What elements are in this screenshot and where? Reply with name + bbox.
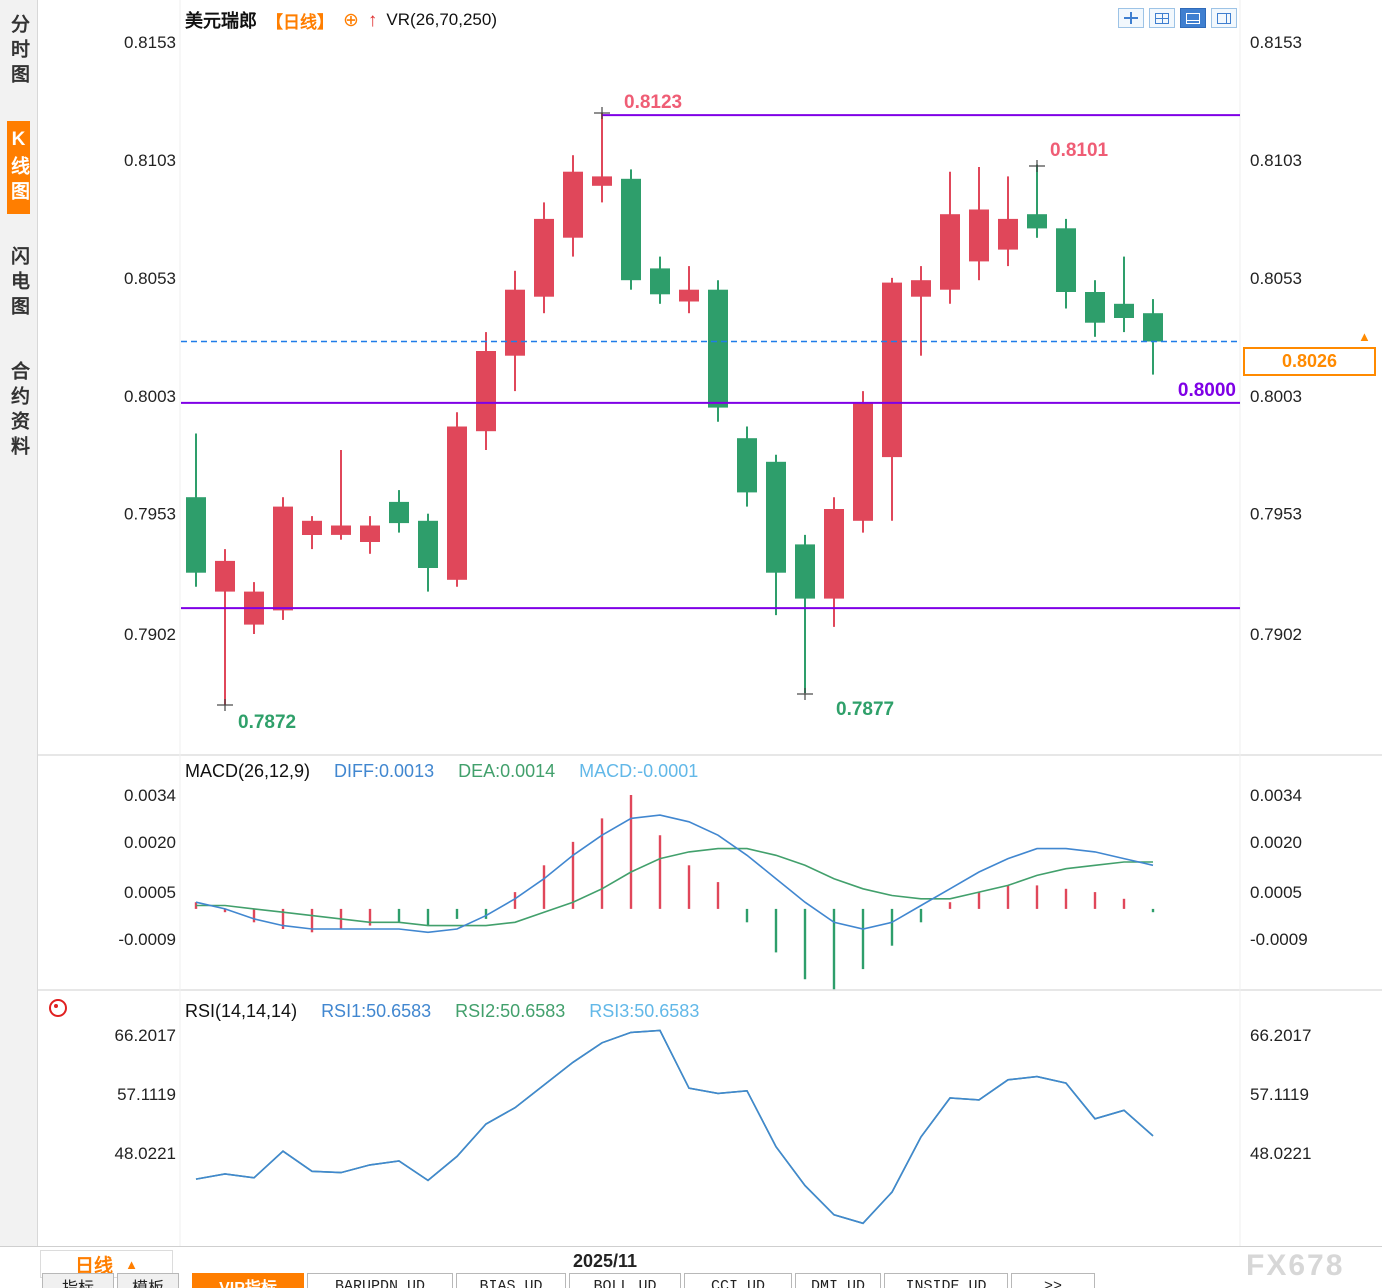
bottom-bar: 日线 ▲ 2025/11 FX678 指标 模板 VIP指标 BARUPDN_U… bbox=[0, 1246, 1382, 1288]
svg-text:48.0221: 48.0221 bbox=[115, 1144, 176, 1163]
symbol-name: 美元瑞郎 bbox=[185, 11, 257, 31]
svg-text:0.8153: 0.8153 bbox=[1250, 33, 1302, 52]
tab-templates[interactable]: 模板 bbox=[117, 1273, 179, 1288]
rsi-panel bbox=[195, 1029, 1154, 1225]
tab-cci-ud[interactable]: CCI_UD bbox=[684, 1273, 792, 1288]
rsi-header: RSI(14,14,14) RSI1:50.6583 RSI2:50.6583 … bbox=[185, 1001, 699, 1022]
svg-text:0.8101: 0.8101 bbox=[1050, 140, 1109, 161]
svg-text:0.8103: 0.8103 bbox=[124, 151, 176, 170]
rsi1-value: RSI1:50.6583 bbox=[321, 1001, 432, 1021]
active-chart-layout-icon[interactable] bbox=[1180, 8, 1206, 28]
price-levels bbox=[181, 114, 1240, 610]
tab-bias-ud[interactable]: BIAS_UD bbox=[456, 1273, 566, 1288]
grid-glyph bbox=[1155, 12, 1169, 24]
layout-toolbar bbox=[1118, 8, 1237, 28]
tab-vip-indicators[interactable]: VIP指标 bbox=[192, 1273, 304, 1288]
price-annotations: 0.8123 0.8101 0.7872 0.7877 0.8000 bbox=[217, 92, 1236, 733]
tab-more[interactable]: >> bbox=[1011, 1273, 1095, 1288]
svg-text:66.2017: 66.2017 bbox=[115, 1026, 176, 1045]
svg-text:0.7877: 0.7877 bbox=[836, 699, 894, 720]
rsi-title: RSI(14,14,14) bbox=[185, 1001, 298, 1021]
svg-text:-0.0009: -0.0009 bbox=[1250, 930, 1308, 949]
tab-indicators[interactable]: 指标 bbox=[42, 1273, 114, 1288]
svg-text:57.1119: 57.1119 bbox=[1250, 1085, 1309, 1104]
svg-text:0.7902: 0.7902 bbox=[124, 625, 176, 644]
tab-dmi-ud[interactable]: DMI_UD bbox=[795, 1273, 881, 1288]
svg-text:0.8123: 0.8123 bbox=[624, 92, 682, 113]
rsi3-value: RSI3:50.6583 bbox=[589, 1001, 700, 1021]
period-dropdown-label: 日线 bbox=[75, 1255, 114, 1277]
current-price-badge: 0.8026 bbox=[1243, 347, 1376, 376]
chart-header: 美元瑞郎 【日线】 ⊕ ↑ VR(26,70,250) bbox=[185, 7, 497, 33]
watermark: FX678 bbox=[1246, 1249, 1345, 1282]
macd-hist-value: MACD:-0.0001 bbox=[579, 761, 699, 781]
svg-text:0.8000: 0.8000 bbox=[1178, 380, 1236, 401]
sidebar-item-lightning-chart[interactable]: 闪电图 bbox=[8, 246, 29, 321]
crosshair-glyph bbox=[1124, 12, 1138, 24]
split-view-icon[interactable] bbox=[1211, 8, 1237, 28]
macd-dea-value: DEA:0.0014 bbox=[458, 761, 556, 781]
svg-text:0.8003: 0.8003 bbox=[124, 387, 176, 406]
svg-text:0.8053: 0.8053 bbox=[124, 269, 176, 288]
chart-frame bbox=[38, 0, 1382, 1246]
svg-text:0.8103: 0.8103 bbox=[1250, 151, 1302, 170]
indicator-tabs: 指标 模板 VIP指标 BARUPDN_UD BIAS_UD BOLL_UD C… bbox=[42, 1273, 1095, 1288]
crosshair-icon[interactable] bbox=[1118, 8, 1144, 28]
svg-text:-0.0009: -0.0009 bbox=[118, 930, 176, 949]
grid-layout-icon[interactable] bbox=[1149, 8, 1175, 28]
svg-text:0.0034: 0.0034 bbox=[1250, 786, 1302, 805]
svg-text:0.0020: 0.0020 bbox=[124, 833, 176, 852]
svg-text:0.7953: 0.7953 bbox=[1250, 505, 1302, 524]
svg-text:0.0005: 0.0005 bbox=[124, 883, 176, 902]
sidebar-item-contract-info[interactable]: 合约资料 bbox=[8, 361, 29, 461]
time-axis-label: 2025/11 bbox=[572, 1251, 638, 1271]
price-candles bbox=[186, 112, 1163, 705]
svg-text:0.7902: 0.7902 bbox=[1250, 625, 1302, 644]
tab-inside-ud[interactable]: INSIDE_UD bbox=[884, 1273, 1008, 1288]
macd-header: MACD(26,12,9) DIFF:0.0013 DEA:0.0014 MAC… bbox=[185, 761, 698, 782]
vsplit-glyph bbox=[1217, 12, 1231, 24]
svg-text:0.0034: 0.0034 bbox=[124, 786, 176, 805]
svg-text:0.8153: 0.8153 bbox=[124, 33, 176, 52]
svg-text:0.0020: 0.0020 bbox=[1250, 833, 1302, 852]
macd-diff-value: DIFF:0.0013 bbox=[334, 761, 435, 781]
sidebar-item-time-chart[interactable]: 分时图 bbox=[8, 14, 29, 89]
hsplit-glyph bbox=[1186, 12, 1200, 24]
tab-barupdn-ud[interactable]: BARUPDN_UD bbox=[307, 1273, 453, 1288]
macd-panel bbox=[194, 795, 1155, 990]
svg-text:0.8053: 0.8053 bbox=[1250, 269, 1302, 288]
rsi2-value: RSI2:50.6583 bbox=[455, 1001, 566, 1021]
add-overlay-icon[interactable]: ⊕ bbox=[343, 9, 359, 31]
period-tag: 【日线】 bbox=[266, 12, 334, 32]
vr-indicator-label: VR(26,70,250) bbox=[386, 10, 497, 29]
svg-text:66.2017: 66.2017 bbox=[1250, 1026, 1311, 1045]
price-marker-arrow-icon: ▲ bbox=[1358, 329, 1371, 344]
svg-text:57.1119: 57.1119 bbox=[117, 1085, 176, 1104]
sidebar-item-kline-chart[interactable]: K线图 bbox=[7, 121, 30, 214]
tab-boll-ud[interactable]: BOLL_UD bbox=[569, 1273, 681, 1288]
sidebar: 分时图 K线图 闪电图 合约资料 bbox=[0, 0, 38, 1246]
axis-labels: 0.8153 0.8153 0.8103 0.8103 0.8053 0.8053 0.80… bbox=[115, 33, 1312, 1163]
macd-title: MACD(26,12,9) bbox=[185, 761, 311, 781]
dropdown-arrow-icon: ▲ bbox=[125, 1256, 138, 1272]
indicator-settings-icon[interactable] bbox=[49, 999, 67, 1017]
svg-text:0.7872: 0.7872 bbox=[238, 712, 296, 733]
trend-up-icon: ↑ bbox=[367, 9, 378, 31]
svg-text:0.0005: 0.0005 bbox=[1250, 883, 1302, 902]
svg-text:0.7953: 0.7953 bbox=[124, 505, 176, 524]
svg-text:0.8003: 0.8003 bbox=[1250, 387, 1302, 406]
svg-text:48.0221: 48.0221 bbox=[1250, 1144, 1311, 1163]
